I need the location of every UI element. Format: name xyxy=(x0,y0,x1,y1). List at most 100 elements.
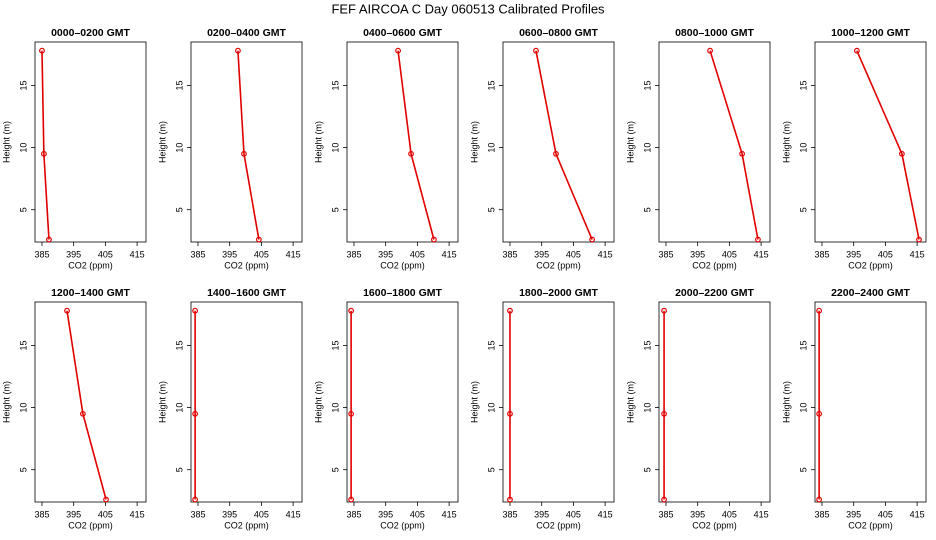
x-tick-label: 395 xyxy=(690,249,705,259)
panel: 2200–2400 GMT 385 395 405 415 5 10 15 CO2 (ppm) H… xyxy=(781,287,927,530)
profile-point xyxy=(816,307,823,314)
x-tick-label: 405 xyxy=(98,509,113,519)
x-axis-label: CO2 (ppm) xyxy=(692,260,737,270)
plot-box xyxy=(502,41,615,243)
profile-point xyxy=(192,410,199,417)
profile-point xyxy=(507,307,513,314)
x-tick-label: 405 xyxy=(254,249,269,259)
y-axis-label: Height (m) xyxy=(157,121,167,163)
x-tick-label: 395 xyxy=(846,509,861,519)
y-tick-label: 15 xyxy=(174,80,184,90)
panel: 2000–2200 GMT 385 395 405 415 5 10 15 CO2 (ppm) H… xyxy=(625,287,771,530)
x-tick-label: 385 xyxy=(346,509,361,519)
profile-point xyxy=(853,47,860,54)
y-axis-label: Height (m) xyxy=(781,381,791,423)
profile-point xyxy=(898,150,905,157)
plot-box xyxy=(34,41,147,243)
panel: 1000–1200 GMT 385 395 405 415 5 10 15 CO2 (ppm) H… xyxy=(781,27,927,270)
y-tick-label: 10 xyxy=(486,143,496,153)
x-tick-label: 385 xyxy=(190,249,205,259)
panel-title: 1000–1200 GMT xyxy=(831,27,910,39)
profile-point xyxy=(79,410,86,417)
x-tick-label: 405 xyxy=(566,249,581,259)
x-tick-label: 405 xyxy=(254,509,269,519)
x-tick-label: 405 xyxy=(878,509,893,519)
x-axis-label: CO2 (ppm) xyxy=(536,260,581,270)
profile-point xyxy=(103,496,109,503)
y-tick-label: 15 xyxy=(330,340,340,350)
x-tick-label: 415 xyxy=(442,509,457,519)
y-tick-label: 15 xyxy=(798,80,808,90)
y-tick-label: 15 xyxy=(642,80,652,90)
y-tick-label: 10 xyxy=(18,403,28,413)
profile-point xyxy=(916,236,922,243)
profile-point xyxy=(348,496,355,503)
y-axis-label: Height (m) xyxy=(157,381,167,423)
x-tick-label: 385 xyxy=(190,509,205,519)
panel-title: 0800–1000 GMT xyxy=(675,27,754,39)
panel-title: 1200–1400 GMT xyxy=(51,287,130,299)
panel: 1600–1800 GMT 385 395 405 415 5 10 15 CO2 (ppm) H… xyxy=(313,287,459,530)
x-axis-label: CO2 (ppm) xyxy=(68,260,113,270)
y-tick-label: 5 xyxy=(798,467,808,472)
profile-point xyxy=(192,307,199,314)
y-tick-label: 5 xyxy=(174,207,184,212)
profile-point xyxy=(39,47,45,54)
profile-point xyxy=(816,496,823,503)
y-tick-label: 5 xyxy=(642,207,652,212)
y-axis-label: Height (m) xyxy=(313,121,323,163)
x-tick-label: 395 xyxy=(378,509,393,519)
x-tick-label: 385 xyxy=(658,509,673,519)
panel-title: 1400–1600 GMT xyxy=(207,287,286,299)
profile-point xyxy=(755,236,761,243)
y-tick-label: 15 xyxy=(642,340,652,350)
x-tick-label: 385 xyxy=(658,249,673,259)
profile-point xyxy=(64,307,70,314)
y-tick-label: 5 xyxy=(18,207,28,212)
y-tick-label: 15 xyxy=(18,80,28,90)
y-axis-label: Height (m) xyxy=(313,381,323,423)
y-axis-label: Height (m) xyxy=(781,121,791,163)
profile-point xyxy=(348,307,355,314)
x-tick-label: 395 xyxy=(222,509,237,519)
x-tick-label: 385 xyxy=(346,249,361,259)
plot-box xyxy=(34,301,147,503)
panel-title: 0600–0800 GMT xyxy=(519,27,598,39)
y-tick-label: 15 xyxy=(174,340,184,350)
profile-line xyxy=(535,50,593,240)
x-tick-label: 385 xyxy=(502,249,517,259)
y-tick-label: 15 xyxy=(330,80,340,90)
x-axis-label: CO2 (ppm) xyxy=(224,260,269,270)
x-axis-label: CO2 (ppm) xyxy=(536,520,581,530)
panel: 0600–0800 GMT 385 395 405 415 5 10 15 CO2 (ppm) H… xyxy=(469,27,615,270)
y-tick-label: 5 xyxy=(18,467,28,472)
profile-point xyxy=(408,150,414,157)
profile-line xyxy=(397,50,435,240)
x-tick-label: 405 xyxy=(410,249,425,259)
x-tick-label: 385 xyxy=(34,509,49,519)
x-tick-label: 405 xyxy=(98,249,113,259)
panel-title: 0200–0400 GMT xyxy=(207,27,286,39)
x-tick-label: 415 xyxy=(754,249,769,259)
y-axis-label: Height (m) xyxy=(469,381,479,423)
profile-line xyxy=(66,310,107,500)
x-axis-label: CO2 (ppm) xyxy=(848,260,893,270)
plot-box xyxy=(190,301,303,503)
panel: 0400–0600 GMT 385 395 405 415 5 10 15 CO2 (ppm) H… xyxy=(313,27,459,270)
x-tick-label: 415 xyxy=(598,509,613,519)
plot-box xyxy=(814,301,927,503)
panel: 1800–2000 GMT 385 395 405 415 5 10 15 CO2 (ppm) H… xyxy=(469,287,615,530)
profile-point xyxy=(661,307,667,314)
profile-point xyxy=(395,47,401,54)
x-tick-label: 415 xyxy=(910,249,925,259)
y-axis-label: Height (m) xyxy=(1,381,11,423)
y-tick-label: 10 xyxy=(642,143,652,153)
x-tick-label: 415 xyxy=(286,249,301,259)
panel-title: 0000–0200 GMT xyxy=(51,27,130,39)
panel-title: 2000–2200 GMT xyxy=(675,287,754,299)
y-tick-label: 15 xyxy=(486,80,496,90)
profile-point xyxy=(661,496,667,503)
x-tick-label: 415 xyxy=(130,249,145,259)
plot-box xyxy=(658,41,771,243)
